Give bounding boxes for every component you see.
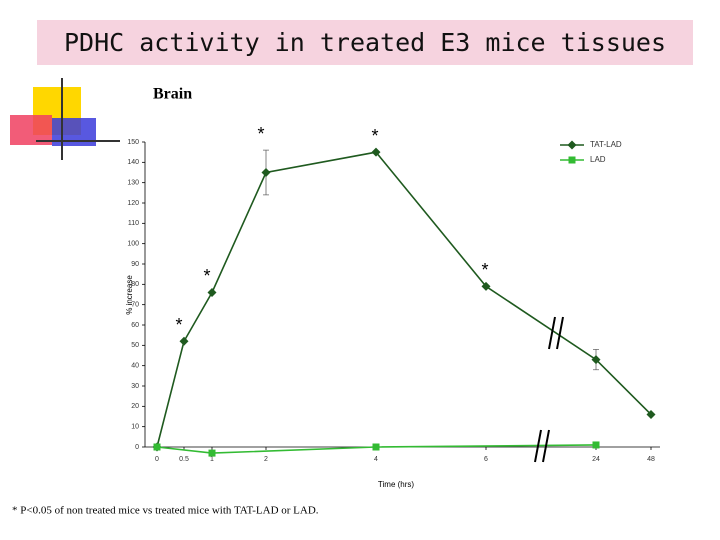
title-box — [37, 20, 693, 65]
x-tick-label: 24 — [592, 456, 600, 463]
y-tick-label: 110 — [128, 220, 139, 227]
x-tick-label: 48 — [647, 456, 655, 463]
y-tick-label: 150 — [127, 139, 139, 146]
annotation: * — [203, 266, 210, 286]
point — [261, 168, 271, 177]
point — [179, 336, 189, 346]
point — [481, 281, 491, 291]
point — [591, 355, 601, 365]
y-tick-label: 130 — [127, 180, 139, 187]
point — [372, 443, 380, 451]
point — [371, 147, 381, 157]
legend-marker — [568, 156, 576, 164]
y-tick-label: 70 — [131, 302, 139, 309]
x-tick-label: 4 — [374, 456, 378, 463]
x-tick-label: 0.5 — [179, 456, 189, 463]
y-axis-label: % increase — [125, 275, 134, 315]
x-tick-label: 1 — [210, 456, 214, 463]
x-tick-label: 2 — [264, 456, 268, 463]
axis-break — [534, 429, 550, 463]
y-tick-label: 90 — [131, 261, 139, 268]
y-tick-label: 140 — [127, 159, 139, 166]
x-tick-label: 0 — [155, 456, 159, 463]
y-tick-label: 50 — [131, 342, 139, 349]
x-tick-label: 6 — [484, 456, 488, 463]
y-tick-label: 80 — [131, 281, 139, 288]
y-tick-label: 0 — [135, 444, 139, 451]
legend-marker — [567, 140, 577, 150]
annotation: * — [175, 315, 182, 335]
series-line — [156, 444, 597, 454]
axis-break — [548, 316, 564, 350]
point — [592, 441, 600, 449]
slide-title: PDHC activity in treated E3 mice tissues — [64, 28, 666, 57]
y-tick-label: 60 — [131, 322, 139, 329]
point — [646, 409, 656, 419]
annotation: * — [481, 260, 488, 280]
point — [153, 443, 161, 451]
y-tick-label: 20 — [131, 403, 139, 410]
legend-label: TAT-LAD — [590, 140, 622, 149]
y-tick-label: 40 — [131, 363, 139, 370]
y-tick-label: 100 — [127, 241, 139, 248]
chart-title: Brain — [153, 86, 192, 103]
y-tick-label: 120 — [127, 200, 139, 207]
series-line — [156, 151, 652, 448]
point — [208, 449, 216, 457]
annotation: * — [371, 126, 378, 146]
annotation: * — [257, 124, 264, 144]
point — [207, 287, 217, 297]
x-axis-label: Time (hrs) — [378, 480, 414, 489]
legend-label: LAD — [590, 155, 606, 164]
footnote: * P<0.05 of non treated mice vs treated … — [12, 505, 319, 517]
y-tick-label: 10 — [131, 424, 139, 431]
y-tick-label: 30 — [131, 383, 139, 390]
